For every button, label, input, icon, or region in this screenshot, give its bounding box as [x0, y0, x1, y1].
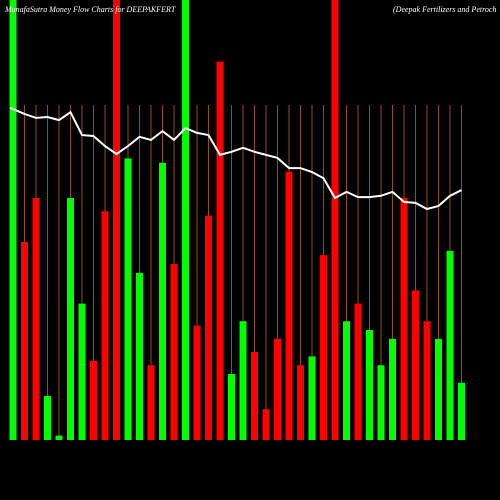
bar [389, 338, 396, 440]
bar [21, 242, 28, 440]
bar-layer [9, 0, 465, 441]
bar [331, 0, 339, 440]
bar [78, 303, 86, 440]
line-layer [9, 106, 462, 211]
bar [458, 382, 465, 440]
bar [205, 215, 212, 440]
bar [366, 330, 373, 440]
bar [193, 325, 201, 440]
bar [274, 338, 281, 440]
bar [435, 338, 442, 440]
bar [412, 290, 419, 440]
bar [170, 264, 178, 440]
bar [32, 198, 40, 440]
bar [308, 356, 316, 440]
bar [182, 0, 189, 440]
bar [44, 396, 51, 440]
bar [101, 211, 109, 440]
bar [147, 365, 155, 440]
bar [159, 162, 166, 441]
bar [354, 303, 362, 440]
bar [320, 255, 327, 440]
bar [377, 365, 385, 440]
bar [297, 365, 304, 440]
chart-subtitle: (Deepak Fertilizers and Petroch [393, 5, 496, 14]
bar [446, 250, 454, 440]
bar [136, 272, 143, 440]
bar [239, 321, 247, 440]
bar [124, 158, 132, 440]
bar [228, 374, 235, 440]
bar [55, 435, 63, 440]
bar [9, 0, 17, 440]
line [9, 106, 462, 211]
bar [400, 198, 408, 440]
bar [285, 171, 293, 440]
chart-title: MunafaSutra Money Flow Charts for DEEPAK… [4, 5, 176, 14]
bar [216, 61, 224, 440]
bar [343, 321, 350, 440]
bar [67, 198, 74, 440]
bar [90, 360, 97, 440]
bar [251, 352, 258, 440]
bar [423, 321, 431, 440]
bar [262, 409, 270, 440]
bar [113, 0, 120, 440]
